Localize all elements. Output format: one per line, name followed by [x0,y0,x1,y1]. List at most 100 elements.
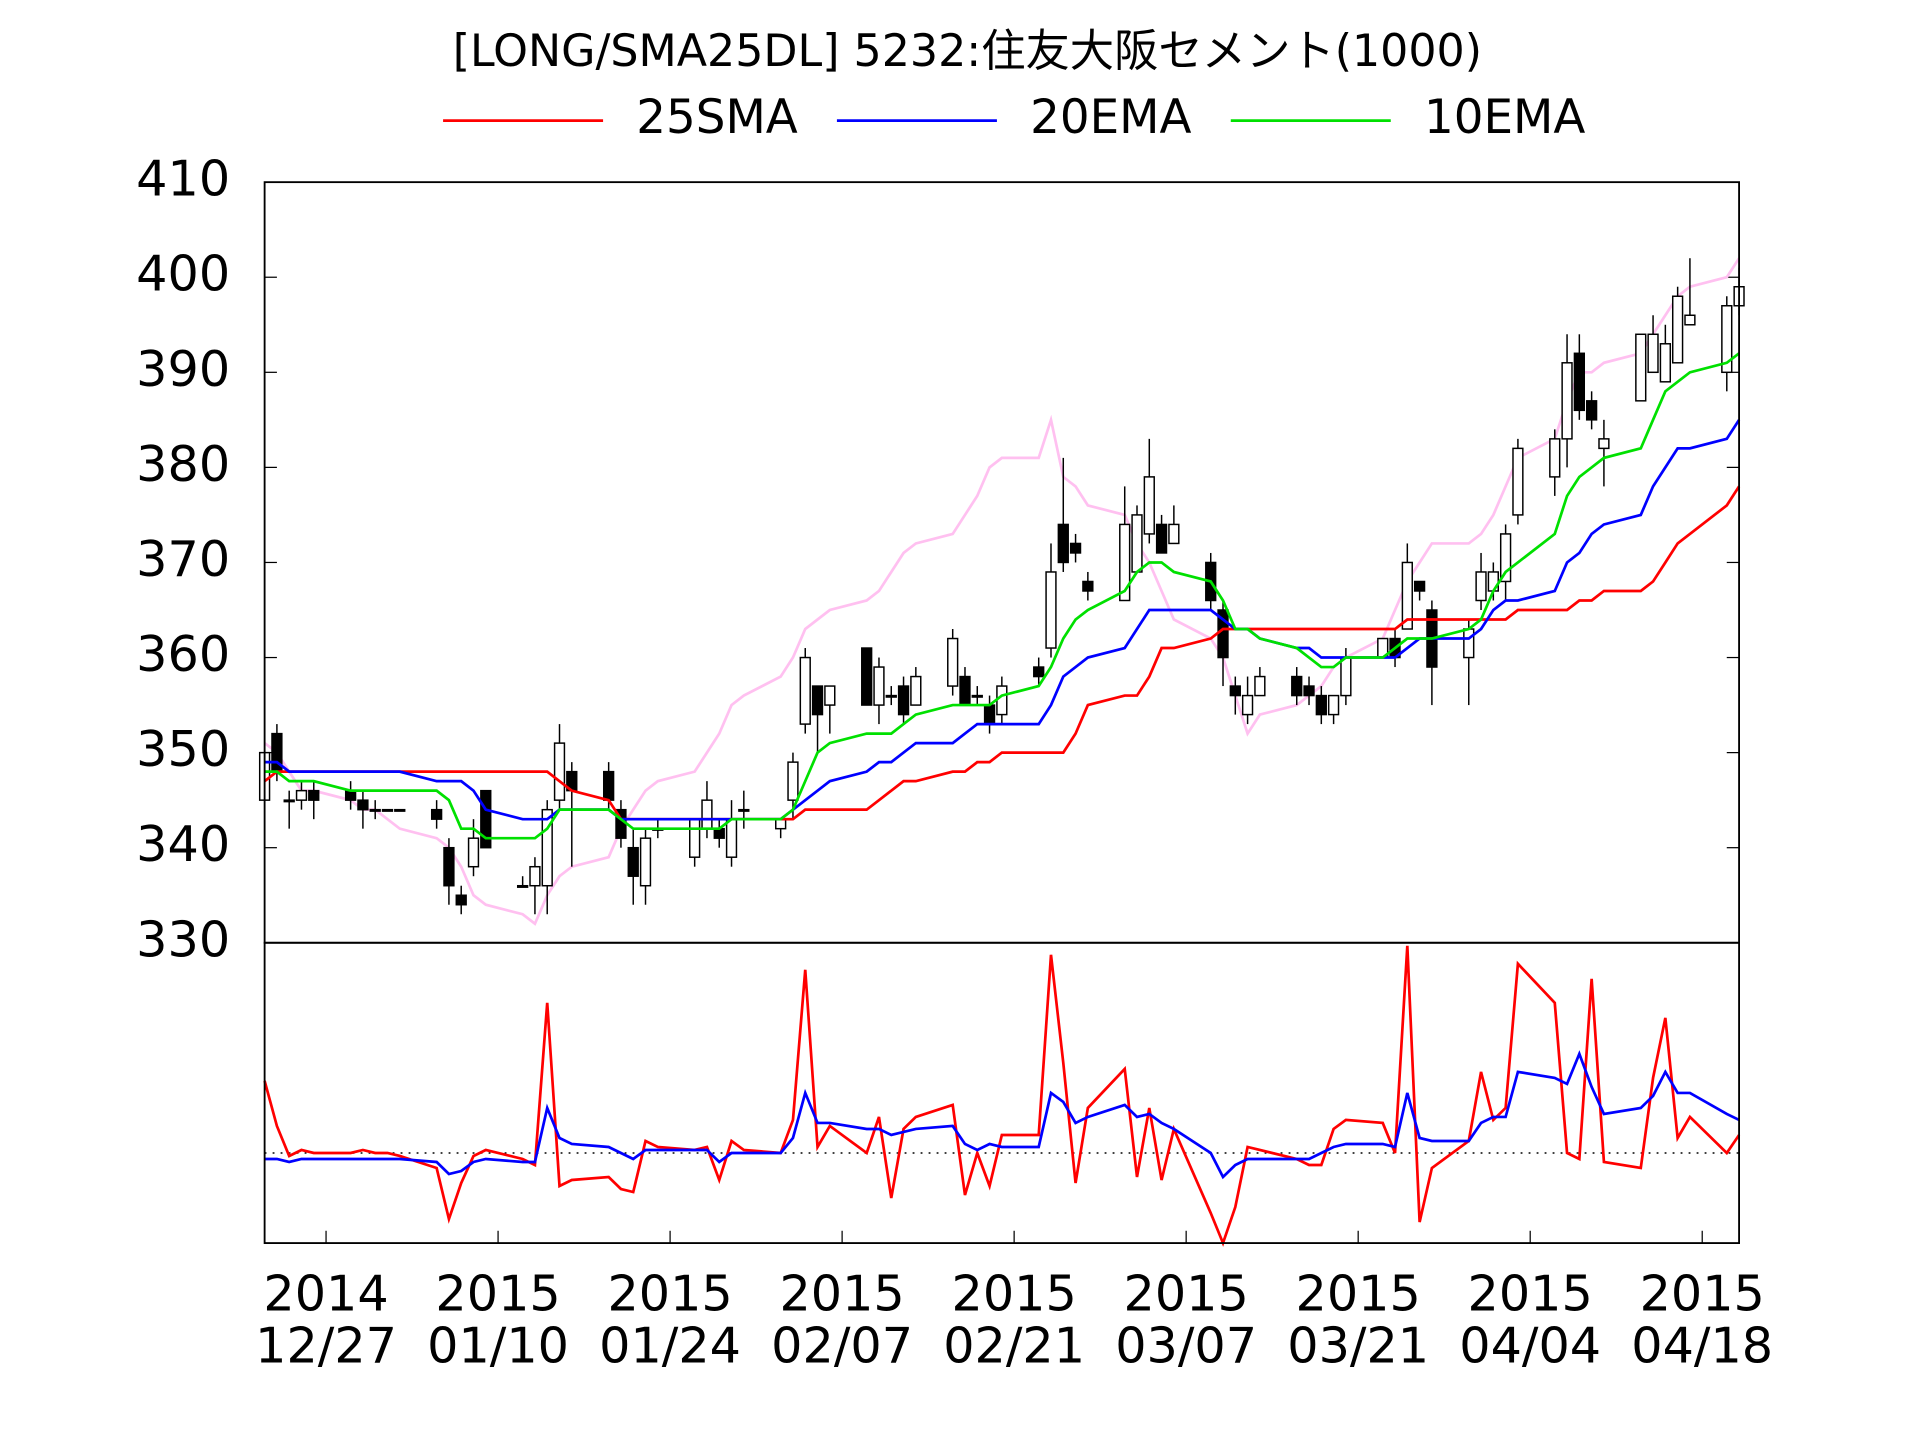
candle-body [910,675,922,706]
candle-body [1635,333,1647,402]
candle-body [516,884,529,888]
x-tick-year: 2015 [952,1265,1077,1323]
series-line [263,485,1741,821]
candle-body [1057,523,1069,564]
candle-body [1303,685,1315,697]
x-tick-label: 01/24 [599,1316,741,1374]
candle-body [1315,694,1327,716]
x-tick-label: 04/18 [1631,1316,1773,1374]
candle-body [725,818,738,858]
candle-body [1168,523,1180,545]
candle-body [394,808,406,812]
candle-body [1401,561,1413,630]
x-tick-label: 03/21 [1287,1316,1429,1374]
candle-body [885,694,897,698]
x-tick-year: 2015 [607,1265,732,1323]
candle-body [824,685,836,706]
candle-body [1229,685,1241,697]
candle-body [811,685,824,716]
candle-body [1573,352,1586,412]
x-tick-year: 2015 [435,1265,560,1323]
chart-title: [LONG/SMA25DL] 5232:住友大阪セメント(1000) [453,26,1482,77]
candle-body [639,837,652,887]
candle-body [1291,675,1303,697]
y-tick-label: 390 [136,340,230,398]
candle-body [1327,694,1340,716]
candle-body [1463,628,1475,659]
candle-body [959,675,971,706]
candle-body [541,808,553,887]
x-tick-year: 2015 [1124,1265,1249,1323]
candle-body [738,808,750,812]
y-tick-label: 410 [136,150,230,208]
candle-body [1143,476,1155,535]
candle-body [1413,580,1426,592]
candle-body [1561,362,1573,440]
x-tick-label: 02/07 [771,1316,913,1374]
y-tick-label: 350 [136,720,230,778]
candle-body [283,799,295,803]
candle-body [602,770,615,801]
candle-body [1512,447,1524,516]
y-tick-label: 380 [136,435,230,493]
candle-body [1119,523,1131,602]
x-tick-year: 2015 [1296,1265,1421,1323]
y-tick-label: 360 [136,625,230,683]
candle-body [1549,438,1561,478]
candle-body [529,865,541,887]
x-tick-label: 01/10 [427,1316,569,1374]
candle-body [1069,542,1082,554]
candle-body [295,789,308,801]
candle-body [553,742,566,801]
x-tick-year: 2015 [1640,1265,1765,1323]
candle-body [344,789,357,801]
x-tick-year: 2015 [779,1265,904,1323]
candle-body [947,637,959,687]
x-tick-label: 02/21 [943,1316,1085,1374]
candle-body [357,799,369,811]
legend-label: 10EMA [1424,91,1585,145]
candle-body [455,894,467,906]
series-line [264,1050,1740,1180]
candle-body [971,694,983,698]
y-tick-label: 340 [136,815,230,873]
candle-body [701,799,713,830]
x-tick-label: 12/27 [255,1316,397,1374]
candle-body [443,846,455,887]
candle-body [430,808,443,820]
candle-body [1671,295,1684,364]
x-tick-label: 03/07 [1115,1316,1257,1374]
candle-body [1659,343,1672,383]
series-line [263,945,1741,1247]
candle-body [897,685,910,716]
candle-body [1598,438,1610,450]
series-line [264,352,1740,840]
candle-body [381,808,394,812]
candle-body [1684,314,1696,326]
candle-body [1254,675,1266,697]
candle-body [689,818,701,858]
candle-body [467,837,480,868]
y-tick-label: 400 [136,245,230,303]
legend-label: 25SMA [636,91,797,145]
candle-body [1647,333,1659,374]
series-line [263,257,1741,926]
candle-body [1340,656,1352,697]
candle-body [1131,514,1143,573]
legend-label: 20EMA [1030,91,1191,145]
series-line [264,419,1741,821]
candle-body [713,827,725,839]
candle-body [996,685,1008,716]
candle-body [1082,580,1094,592]
candle-body [1475,571,1487,602]
candle-body [787,761,799,801]
candle-body [1721,305,1733,374]
candle-body [1155,523,1168,554]
candle-body [308,789,320,801]
candle-body [369,808,381,812]
candle-body [1045,571,1057,649]
candle-body [1033,666,1045,678]
candle-body [480,789,492,849]
